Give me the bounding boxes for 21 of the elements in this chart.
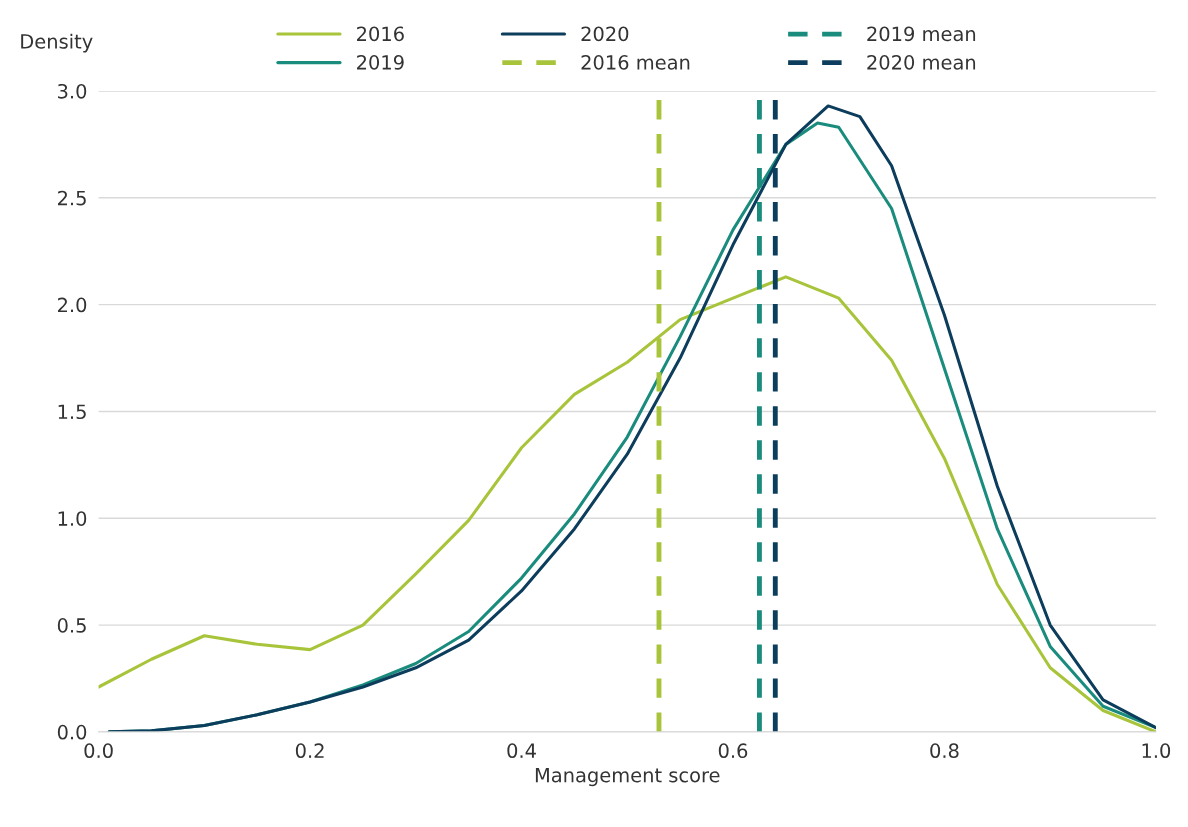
y-tick-label: 2.0 bbox=[58, 297, 87, 313]
y-tick-label: 0.0 bbox=[57, 724, 87, 740]
x-tick-label: 0.2 bbox=[295, 743, 324, 759]
x-tick-label: 0.0 bbox=[84, 743, 113, 759]
x-tick-label: 0.4 bbox=[507, 743, 536, 759]
legend-label: 2016 mean bbox=[581, 54, 690, 70]
legend-label: 2019 bbox=[357, 54, 404, 70]
legend-label: 2016 bbox=[357, 26, 404, 42]
legend-label: 2020 bbox=[581, 26, 629, 42]
y-axis-title: Density bbox=[21, 33, 93, 53]
x-axis-title: Management score bbox=[535, 767, 720, 787]
y-tick-label: 3.0 bbox=[58, 83, 87, 99]
y-tick-label: 1.0 bbox=[58, 511, 87, 526]
x-tick-label: 0.6 bbox=[718, 743, 748, 759]
y-tick-label: 2.5 bbox=[58, 190, 86, 206]
legend-label: 2019 mean bbox=[867, 26, 976, 42]
y-tick-label: 1.5 bbox=[58, 404, 86, 420]
x-tick-label: 1.0 bbox=[1142, 743, 1171, 759]
x-tick-label: 0.8 bbox=[930, 743, 959, 759]
y-tick-label: 0.5 bbox=[57, 618, 86, 633]
legend-label: 2020 mean bbox=[867, 54, 976, 70]
